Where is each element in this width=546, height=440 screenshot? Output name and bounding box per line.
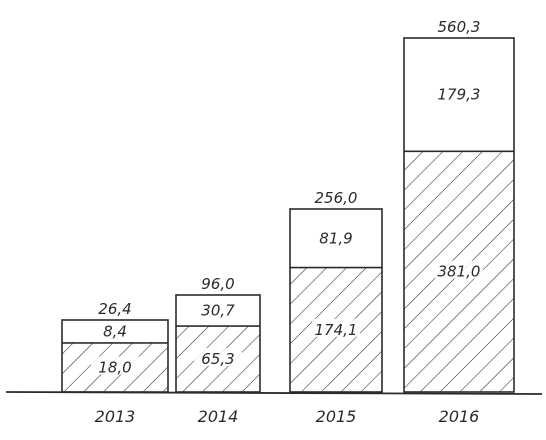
data-label-upper: 8,4 <box>103 322 127 340</box>
data-label-total: 256,0 <box>315 189 358 207</box>
data-label-total: 26,4 <box>98 300 131 318</box>
bar-segment-upper <box>404 38 514 152</box>
data-label-total: 560,3 <box>438 18 481 36</box>
data-label-lower: 174,1 <box>315 321 358 339</box>
data-label-upper: 179,3 <box>438 86 481 104</box>
bar-segment-upper <box>62 320 168 343</box>
data-label-lower: 18,0 <box>98 358 131 376</box>
bar-segment-upper <box>290 209 382 268</box>
bar-outline <box>61 319 169 393</box>
bar-2013: 18,0 8,4 26,4 2013 <box>61 300 169 426</box>
label-backdrop <box>312 318 360 337</box>
x-tick-label: 2016 <box>439 407 480 426</box>
data-label-total: 96,0 <box>201 275 234 293</box>
x-tick-label: 2013 <box>95 407 136 426</box>
bar-outline <box>403 37 515 393</box>
x-tick-label: 2015 <box>316 407 357 426</box>
label-backdrop <box>91 356 139 375</box>
x-tick-label: 2014 <box>198 407 239 426</box>
data-label-upper: 30,7 <box>201 302 235 320</box>
bars-group: 18,0 8,4 26,4 2013 65,3 30,7 96,0 2014 174,1 81,9… <box>61 18 515 426</box>
bar-outline <box>175 294 261 393</box>
label-backdrop <box>194 348 242 367</box>
bar-outline <box>289 208 383 393</box>
bar-2014: 65,3 30,7 96,0 2014 <box>175 275 261 426</box>
bar-segment-upper <box>176 295 260 327</box>
data-label-upper: 81,9 <box>319 229 352 247</box>
label-backdrop <box>435 260 483 279</box>
data-label-lower: 65,3 <box>201 350 234 368</box>
bar-2015: 174,1 81,9 256,0 2015 <box>289 189 383 426</box>
bar-2016: 381,0 179,3 560,3 2016 <box>403 18 515 426</box>
data-label-lower: 381,0 <box>438 263 481 281</box>
